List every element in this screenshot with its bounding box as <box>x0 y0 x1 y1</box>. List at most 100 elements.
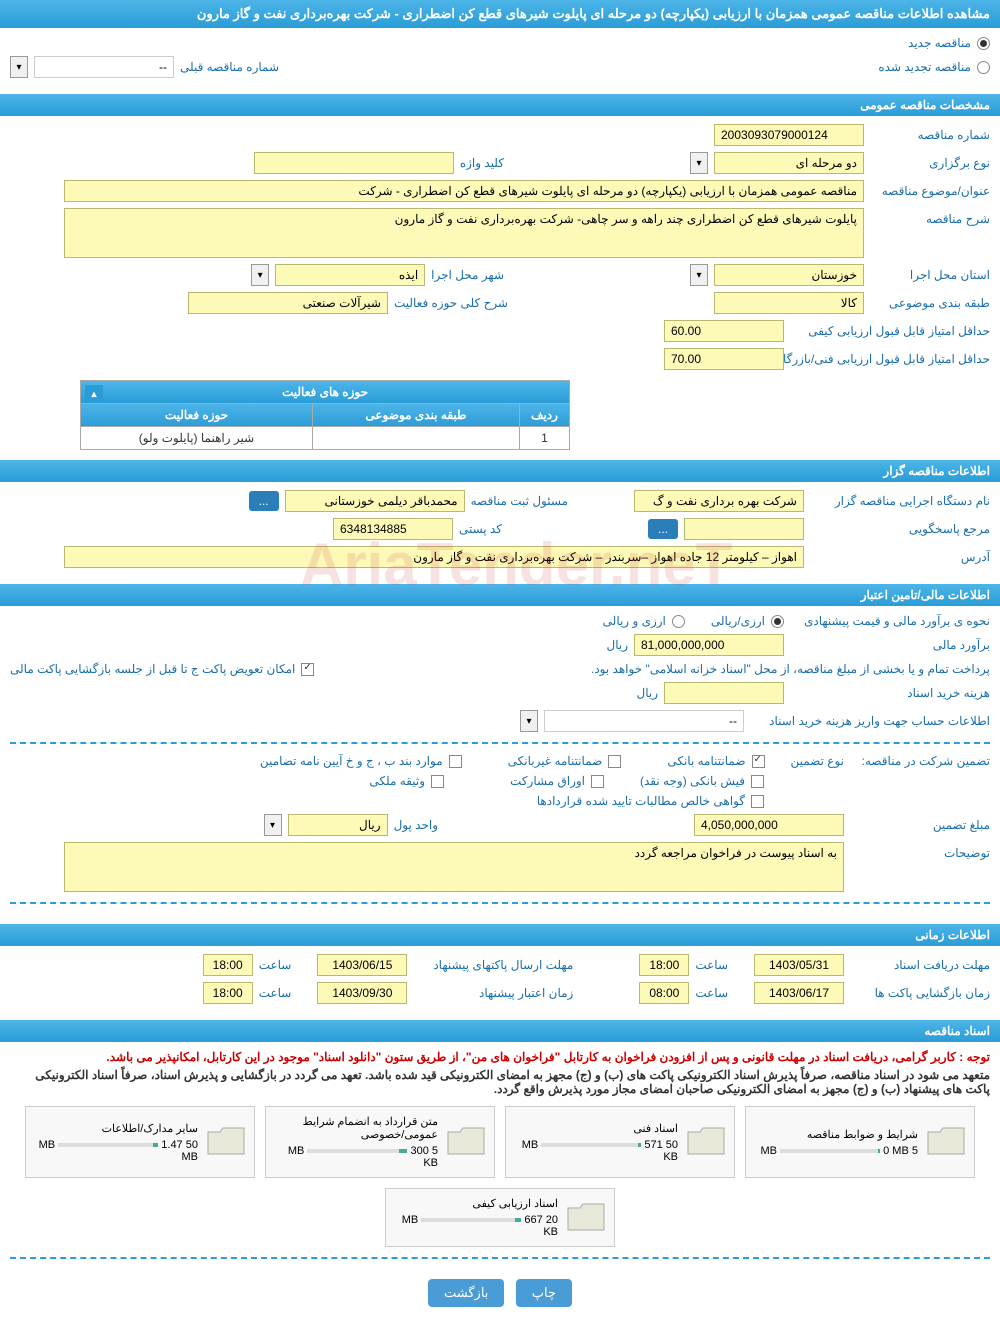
open-label: زمان بازگشایی پاکت ها <box>850 986 990 1000</box>
min-quality-label: حداقل امتیاز قابل قبول ارزیابی کیفی <box>790 324 990 338</box>
estimate-label: برآورد مالی <box>790 638 990 652</box>
doc-item[interactable]: اسناد ارزیابی کیفی 20 MB 667 KB <box>385 1188 615 1247</box>
receive-time-label: ساعت <box>695 958 728 972</box>
doc-title: اسناد فنی <box>514 1122 678 1135</box>
doc-cost-label: هزینه خرید اسناد <box>790 686 990 700</box>
radio-new-tender[interactable] <box>977 37 990 50</box>
guarantee-amount-field: 4,050,000,000 <box>694 814 844 836</box>
g-bonds: اوراق مشارکت <box>510 774 585 788</box>
city-field: ایذه <box>275 264 425 286</box>
currency-unit-field: ریال <box>288 814 388 836</box>
collapse-icon[interactable]: ▴ <box>85 385 103 403</box>
contact-field[interactable] <box>684 518 804 540</box>
currency-unit-dropdown[interactable]: ▾ <box>264 814 282 836</box>
doc-title: شرایط و ضوابط مناقصه <box>754 1128 918 1141</box>
account-dropdown[interactable]: ▾ <box>520 710 538 732</box>
activity-scope-label: شرح کلی حوزه فعالیت <box>394 296 508 310</box>
account-label: اطلاعات حساب جهت واریز هزینه خرید اسناد <box>750 714 990 728</box>
folder-icon <box>206 1126 246 1158</box>
doc-note-2: متعهد می شود در اسناد مناقصه، صرفاً پذیر… <box>10 1068 990 1096</box>
min-quality-field: 60.00 <box>664 320 784 342</box>
doc-title: سایر مدارک/اطلاعات <box>34 1122 198 1135</box>
doc-item[interactable]: اسناد فنی 50 MB 571 KB <box>505 1106 735 1178</box>
documents-content: توجه : کاربر گرامی، دریافت اسناد در مهلت… <box>0 1042 1000 1325</box>
doc-item[interactable]: شرایط و ضوابط مناقصه 5 MB 0 MB <box>745 1106 975 1178</box>
city-dropdown[interactable]: ▾ <box>251 264 269 286</box>
doc-item[interactable]: متن قرارداد به انضمام شرایط عمومی/خصوصی … <box>265 1106 495 1178</box>
section-documents: اسناد مناقصه <box>0 1020 1000 1042</box>
registrar-field: محمدباقر دیلمی خوزستانی <box>285 490 465 512</box>
folder-icon <box>446 1126 486 1158</box>
print-button[interactable]: چاپ <box>516 1279 572 1307</box>
page-title: مشاهده اطلاعات مناقصه عمومی همزمان با ار… <box>197 6 990 21</box>
cb-bank[interactable] <box>752 755 765 768</box>
keyword-field[interactable] <box>254 152 454 174</box>
section-financial: اطلاعات مالی/تامین اعتبار <box>0 584 1000 606</box>
cell-num: 1 <box>520 427 570 450</box>
activity-table: حوزه های فعالیت ▴ ردیف طبقه بندی موضوعی … <box>80 380 570 450</box>
cell-scope: شیر راهنما (پایلوت ولو) <box>81 427 313 450</box>
rial-label: ارزی/ریالی <box>711 614 765 628</box>
doc-size: 0 MB <box>883 1145 909 1157</box>
general-content: شماره مناقصه 2003093079000124 نوع برگزار… <box>0 116 1000 458</box>
table-row: 1 شیر راهنما (پایلوت ولو) <box>81 427 570 450</box>
section-organizer: اطلاعات مناقصه گزار <box>0 460 1000 482</box>
open-time: 08:00 <box>639 982 689 1004</box>
cb-receivables[interactable] <box>751 795 764 808</box>
open-date: 1403/06/17 <box>754 982 844 1004</box>
province-dropdown[interactable]: ▾ <box>690 264 708 286</box>
doc-cost-unit: ریال <box>636 686 658 700</box>
doc-note-1: توجه : کاربر گرامی، دریافت اسناد در مهلت… <box>10 1050 990 1064</box>
cb-cash[interactable] <box>751 775 764 788</box>
cb-nonbank[interactable] <box>608 755 621 768</box>
cb-bonds[interactable] <box>591 775 604 788</box>
g-receivables: گواهی خالص مطالبات تایید شده قراردادها <box>537 794 745 808</box>
cb-items[interactable] <box>449 755 462 768</box>
postal-field: 6348134885 <box>333 518 453 540</box>
doc-cost-field[interactable] <box>664 682 784 704</box>
open-time-label: ساعت <box>695 986 728 1000</box>
city-label: شهر محل اجرا <box>431 268 504 282</box>
province-label: استان محل اجرا <box>870 268 990 282</box>
send-date: 1403/06/15 <box>317 954 407 976</box>
radio-foreign[interactable] <box>672 615 685 628</box>
subject-field: مناقصه عمومی همزمان با ارزیابی (یکپارچه)… <box>64 180 864 202</box>
currency-unit-label: واحد پول <box>394 818 438 832</box>
postal-label: کد پستی <box>459 522 502 536</box>
type-field: دو مرحله ای <box>714 152 864 174</box>
folder-icon <box>926 1126 966 1158</box>
foreign-label: ارزی و ریالی <box>603 614 666 628</box>
col-category: طبقه بندی موضوعی <box>312 404 519 427</box>
doc-title: متن قرارداد به انضمام شرایط عمومی/خصوصی <box>274 1115 438 1141</box>
type-dropdown[interactable]: ▾ <box>690 152 708 174</box>
new-tender-label: مناقصه جدید <box>908 36 971 50</box>
radio-renewed-tender[interactable] <box>977 61 990 74</box>
section-timing: اطلاعات زمانی <box>0 924 1000 946</box>
prev-number-dropdown[interactable]: ▾ <box>10 56 28 78</box>
doc-item[interactable]: سایر مدارک/اطلاعات 50 MB 1.47 MB <box>25 1106 255 1178</box>
subject-label: عنوان/موضوع مناقصه <box>870 184 990 198</box>
col-scope: حوزه فعالیت <box>81 404 313 427</box>
prev-number-field: -- <box>34 56 174 78</box>
g-items: موارد بند ب ، ج و خ آیین نامه تضامین <box>260 754 443 768</box>
receive-time: 18:00 <box>639 954 689 976</box>
financial-content: نحوه ی برآورد مالی و قیمت پیشنهادی ارزی/… <box>0 606 1000 922</box>
activity-scope-field: شیرآلات صنعتی <box>188 292 388 314</box>
registrar-more-btn[interactable]: ... <box>249 491 279 511</box>
back-button[interactable]: بازگشت <box>428 1279 504 1307</box>
cb-property[interactable] <box>431 775 444 788</box>
renewed-tender-label: مناقصه تجدید شده <box>878 60 971 74</box>
exchange-checkbox[interactable] <box>301 663 314 676</box>
g-nonbank: ضمانتنامه غیربانکی <box>508 754 603 768</box>
description-label: شرح مناقصه <box>870 208 990 226</box>
province-field: خوزستان <box>714 264 864 286</box>
g-property: وثیقه ملکی <box>369 774 425 788</box>
doc-title: اسناد ارزیابی کیفی <box>394 1197 558 1210</box>
contact-more-btn[interactable]: ... <box>648 519 678 539</box>
type-label: نوع برگزاری <box>870 156 990 170</box>
radio-rial[interactable] <box>771 615 784 628</box>
exec-label: نام دستگاه اجرایی مناقصه گزار <box>810 494 990 508</box>
prev-number-label: شماره مناقصه قبلی <box>180 60 279 74</box>
separator-3 <box>10 1257 990 1259</box>
registrar-label: مسئول ثبت مناقصه <box>471 494 568 508</box>
